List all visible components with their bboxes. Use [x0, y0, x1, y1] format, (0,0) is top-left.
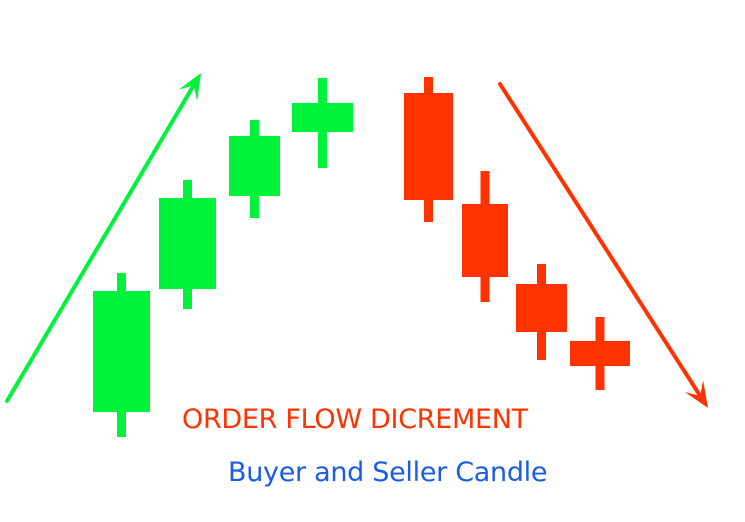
- seller-candle-4-body: [570, 341, 630, 366]
- diagram-title: ORDER FLOW DICREMENT: [182, 404, 528, 435]
- seller-candle-2-body: [462, 204, 508, 277]
- down-trend-arrow-shaft: [498, 82, 702, 397]
- seller-candle-1: [404, 77, 453, 222]
- seller-candle-3: [516, 264, 567, 360]
- diagram-subtitle: Buyer and Seller Candle: [228, 457, 548, 488]
- seller-candle-4: [570, 317, 630, 390]
- seller-candle-2: [462, 171, 508, 302]
- down-trend-arrow: [498, 82, 708, 408]
- down-trend-arrow-head: [684, 380, 708, 408]
- buyer-candle-2: [159, 180, 216, 309]
- seller-candle-3-body: [516, 284, 567, 332]
- buyer-candle-4-body: [292, 103, 353, 132]
- seller-candle-1-body: [404, 93, 453, 200]
- buyer-candle-1: [93, 273, 150, 437]
- buyer-candle-1-body: [93, 291, 150, 412]
- buyer-candle-4: [292, 78, 353, 168]
- up-trend-arrow-shaft: [5, 84, 196, 403]
- trend-arrows: [5, 73, 708, 408]
- buyer-candle-2-body: [159, 198, 216, 289]
- buyer-candle-3-body: [229, 136, 280, 196]
- buyer-candle-3: [229, 120, 280, 218]
- up-trend-arrow-head: [178, 73, 201, 101]
- candles: [93, 77, 630, 437]
- up-trend-arrow: [5, 73, 201, 403]
